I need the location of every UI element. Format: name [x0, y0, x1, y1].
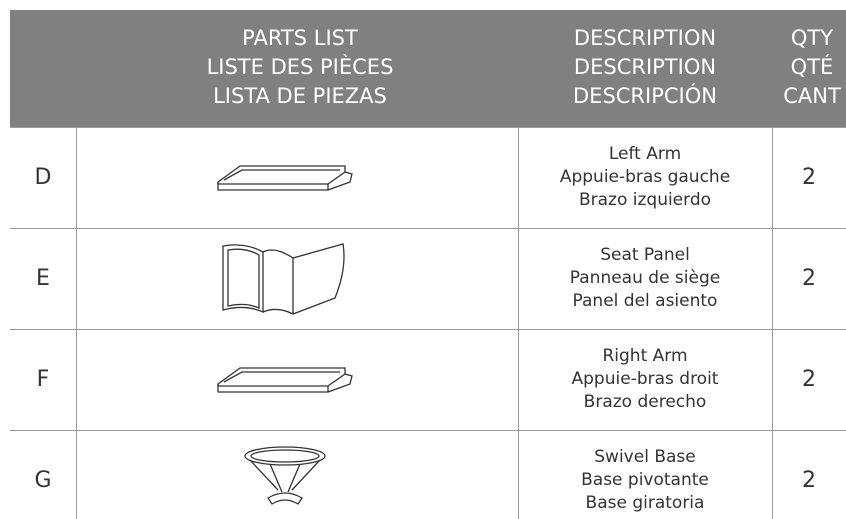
- part-description: Swivel Base Base pivotante Base giratoria: [518, 430, 772, 519]
- part-image-f: [217, 367, 353, 393]
- part-letter: D: [34, 165, 52, 190]
- header-text: CANT: [783, 84, 841, 108]
- column-divider: [772, 127, 773, 519]
- header-text: QTY: [790, 26, 834, 50]
- part-image-d: [217, 165, 353, 191]
- header-text: PARTS LIST: [242, 26, 358, 50]
- description-line: Appuie-bras droit: [571, 369, 719, 389]
- header-parts: PARTS LIST LISTE DES PIÈCES LISTA DE PIE…: [150, 24, 450, 111]
- part-qty: 2: [802, 468, 816, 493]
- row-divider: [10, 228, 846, 229]
- column-divider: [518, 127, 519, 519]
- description-line: Brazo derecho: [583, 392, 707, 412]
- column-divider: [76, 127, 77, 519]
- table-header: [10, 10, 846, 127]
- header-qty: QTY QTÉ CANT: [772, 24, 846, 111]
- part-letter: F: [36, 367, 50, 392]
- header-text: DESCRIPTION: [573, 55, 717, 79]
- row-divider: [10, 430, 846, 431]
- description-line: Base pivotante: [581, 470, 709, 490]
- description-line: Base giratoria: [585, 493, 705, 513]
- description-line: Left Arm: [608, 144, 682, 164]
- row-divider: [10, 127, 846, 128]
- description-line: Panneau de siège: [569, 268, 721, 288]
- header-text: LISTE DES PIÈCES: [206, 55, 394, 79]
- part-image-e: [222, 243, 345, 315]
- header-text: DESCRIPTION: [573, 26, 717, 50]
- part-letter: G: [34, 468, 52, 493]
- header-text: DESCRIPCIÓN: [573, 84, 717, 108]
- description-line: Appuie-bras gauche: [559, 167, 731, 187]
- header-text: QTÉ: [790, 55, 834, 79]
- part-image-g: [244, 446, 326, 505]
- description-line: Swivel Base: [594, 447, 696, 467]
- part-qty: 2: [802, 266, 816, 291]
- header-text: LISTA DE PIEZAS: [213, 84, 387, 108]
- description-line: Panel del asiento: [572, 291, 718, 311]
- part-description: Right Arm Appuie-bras droit Brazo derecho: [518, 329, 772, 430]
- row-divider: [10, 329, 846, 330]
- header-description: DESCRIPTION DESCRIPTION DESCRIPCIÓN: [518, 24, 772, 111]
- part-description: Seat Panel Panneau de siège Panel del asie…: [518, 228, 772, 329]
- description-line: Seat Panel: [600, 245, 690, 265]
- part-letter: E: [36, 266, 50, 291]
- part-qty: 2: [802, 367, 816, 392]
- description-line: Right Arm: [602, 346, 688, 366]
- description-line: Brazo izquierdo: [578, 190, 712, 210]
- part-qty: 2: [802, 165, 816, 190]
- part-description: Left Arm Appuie-bras gauche Brazo izquierd…: [518, 127, 772, 228]
